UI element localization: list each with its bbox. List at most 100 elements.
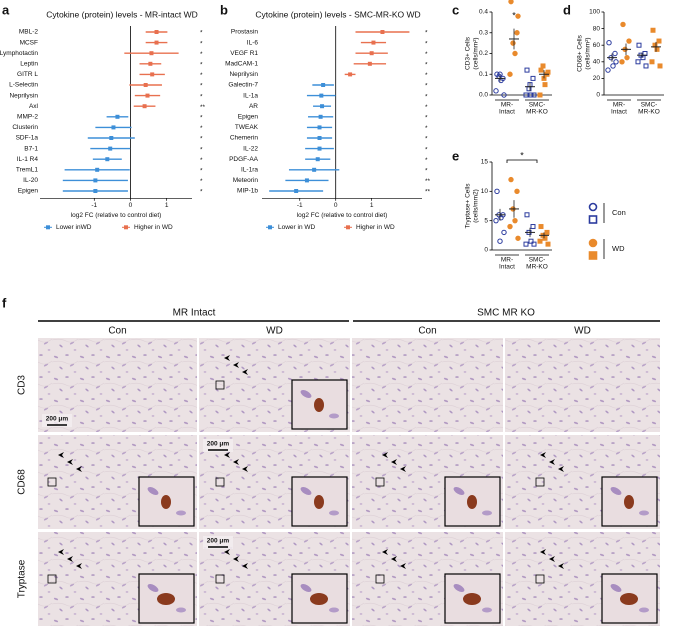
point bbox=[512, 217, 518, 224]
inset-nucleus bbox=[453, 487, 465, 495]
legend-label: Higher in WD bbox=[356, 224, 395, 231]
inset-cell bbox=[624, 495, 634, 509]
significance: * bbox=[200, 62, 203, 69]
point bbox=[501, 229, 507, 236]
y-tick-label: 15 bbox=[481, 159, 489, 166]
y-axis-label: (cells/mm²) bbox=[473, 37, 480, 69]
point bbox=[530, 224, 536, 230]
significance: * bbox=[520, 150, 524, 160]
x-axis-label: log2 FC (relative to control diet) bbox=[71, 212, 162, 219]
point bbox=[93, 189, 98, 193]
point bbox=[545, 241, 551, 247]
significance: * bbox=[200, 125, 203, 132]
y-tick-label: 20 bbox=[593, 75, 601, 82]
arrowhead bbox=[67, 459, 73, 465]
point bbox=[304, 178, 309, 183]
inset-nucleus bbox=[329, 607, 339, 613]
significance: * bbox=[200, 157, 203, 164]
category-label: Galectin-7 bbox=[228, 82, 258, 89]
x-tick-label: Intact bbox=[499, 264, 515, 271]
scale-bar-bg bbox=[42, 414, 72, 427]
x-tick-label: MR- bbox=[501, 102, 513, 109]
arrowhead bbox=[400, 466, 406, 472]
significance: * bbox=[200, 40, 203, 47]
y-axis-label: (cells/mm²) bbox=[585, 37, 592, 69]
category-label: IL-22 bbox=[243, 145, 258, 152]
significance: * bbox=[512, 10, 516, 20]
point bbox=[542, 82, 548, 88]
column-header: Con bbox=[108, 326, 126, 337]
point bbox=[149, 51, 154, 56]
legend-label: Lower inWD bbox=[56, 224, 92, 231]
arrowhead bbox=[76, 563, 82, 569]
column-header: Con bbox=[418, 326, 436, 337]
arrowhead bbox=[382, 452, 388, 458]
group-header: SMC MR KO bbox=[477, 308, 535, 319]
point bbox=[610, 63, 616, 69]
legend-marker bbox=[588, 202, 598, 212]
arrowhead bbox=[67, 556, 73, 562]
category-label: L-Selectin bbox=[9, 82, 38, 89]
category-label: Epigen bbox=[238, 114, 259, 121]
y-tick-label: 0.4 bbox=[479, 9, 488, 16]
point bbox=[643, 63, 649, 69]
scale-bar-label: 200 μm bbox=[207, 538, 230, 545]
significance: * bbox=[200, 136, 203, 143]
x-tick-label: Intact bbox=[611, 109, 627, 116]
point bbox=[523, 241, 529, 247]
significance: * bbox=[425, 146, 428, 153]
x-tick-label: MR- bbox=[501, 257, 513, 264]
point bbox=[150, 72, 155, 77]
roi-box bbox=[215, 574, 225, 584]
point bbox=[154, 40, 159, 45]
x-tick-label: SMC- bbox=[529, 102, 546, 109]
point bbox=[109, 136, 114, 140]
scale-bar-label: 200 μm bbox=[207, 441, 230, 448]
point bbox=[544, 229, 550, 235]
roi-box bbox=[375, 477, 385, 487]
arrowhead bbox=[224, 549, 230, 555]
y-tick-label: 100 bbox=[589, 9, 600, 16]
category-label: IL-20 bbox=[23, 177, 38, 184]
point bbox=[526, 86, 532, 92]
point bbox=[542, 235, 548, 241]
legend-label: Higher in WD bbox=[134, 224, 173, 231]
point bbox=[531, 241, 537, 247]
category-label: MBL-2 bbox=[19, 29, 39, 36]
significance: * bbox=[200, 146, 203, 153]
arrowhead bbox=[558, 466, 564, 472]
significance: * bbox=[425, 72, 428, 79]
point bbox=[321, 83, 326, 87]
point bbox=[626, 38, 632, 44]
category-label: IL-6 bbox=[247, 39, 259, 46]
inset-nucleus bbox=[329, 510, 339, 516]
category-label: Prostasin bbox=[231, 29, 258, 36]
significance: * bbox=[425, 62, 428, 69]
significance: ** bbox=[425, 178, 431, 185]
x-tick-label: MR- bbox=[613, 102, 625, 109]
significance: * bbox=[425, 168, 428, 175]
point bbox=[612, 50, 618, 57]
arrowhead bbox=[76, 466, 82, 472]
inset-nucleus bbox=[329, 413, 339, 419]
point bbox=[318, 114, 323, 119]
x-tick-label: MR-KO bbox=[526, 109, 548, 116]
arrowhead bbox=[233, 362, 239, 368]
point bbox=[95, 167, 100, 172]
point bbox=[510, 40, 516, 46]
inset-nucleus bbox=[639, 510, 649, 516]
x-tick-label: Intact bbox=[499, 109, 515, 116]
point bbox=[317, 125, 322, 130]
point bbox=[315, 157, 320, 162]
arrowhead bbox=[58, 549, 64, 555]
point bbox=[501, 92, 507, 98]
significance: * bbox=[425, 104, 428, 111]
point bbox=[493, 217, 499, 224]
significance: * bbox=[200, 93, 203, 100]
x-tick-label: 0 bbox=[334, 202, 338, 209]
point bbox=[657, 63, 663, 69]
point bbox=[148, 61, 153, 66]
significance: * bbox=[425, 83, 428, 90]
y-tick-label: 10 bbox=[481, 188, 489, 195]
